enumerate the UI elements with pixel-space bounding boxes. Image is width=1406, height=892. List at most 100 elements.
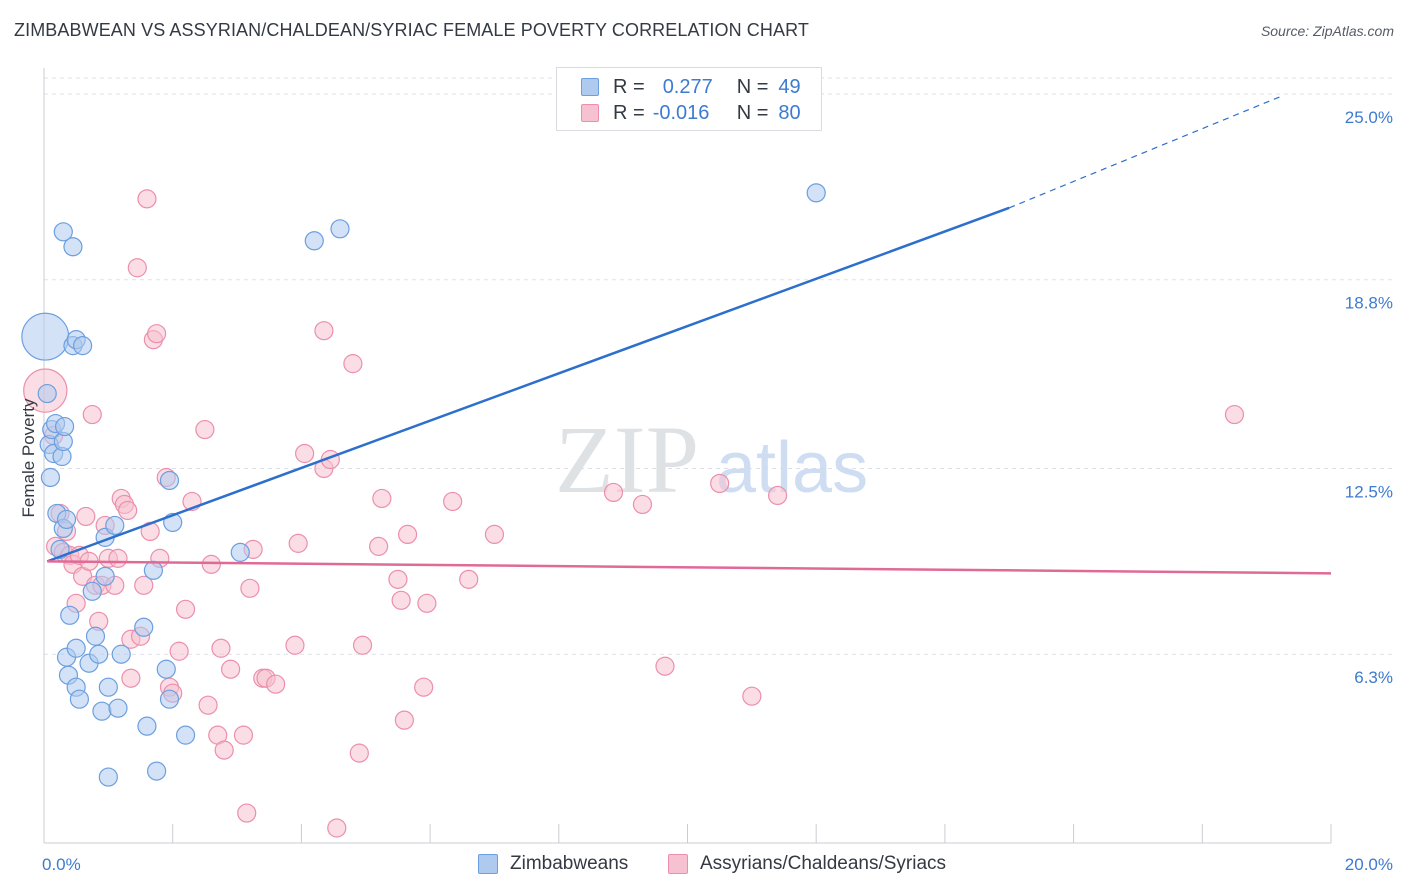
data-point — [98, 767, 118, 787]
data-point — [82, 404, 102, 425]
data-point — [92, 701, 112, 721]
data-point — [127, 258, 147, 278]
data-point — [98, 677, 118, 697]
legend-row-zimbabweans: R = 0.277 N = 49 — [581, 75, 801, 99]
data-point — [82, 581, 102, 601]
data-point — [40, 467, 61, 488]
data-point — [53, 222, 73, 242]
data-point — [63, 237, 83, 257]
data-point — [137, 716, 157, 736]
data-point — [175, 725, 196, 745]
data-point — [211, 638, 231, 658]
data-point — [195, 419, 215, 440]
data-point — [201, 554, 221, 574]
data-point — [288, 533, 308, 553]
bottom-legend-zimbabweans[interactable]: Zimbabweans — [478, 851, 628, 877]
x-tick-label: 20.0% — [1345, 855, 1393, 874]
y-tick-label: 12.5% — [1345, 482, 1393, 501]
bottom-swatch-blue — [478, 854, 498, 874]
data-point — [69, 689, 89, 709]
watermark: ZIP atlas — [555, 406, 868, 513]
source-credit: Source: ZipAtlas.com — [1260, 23, 1394, 39]
data-point — [175, 599, 196, 619]
data-point — [214, 740, 234, 760]
data-point — [388, 569, 408, 589]
bottom-swatch-pink — [668, 854, 688, 874]
data-point — [156, 659, 176, 679]
data-point — [147, 761, 167, 781]
legend-n-value: 80 — [778, 101, 801, 124]
data-point — [108, 548, 128, 568]
legend-r-label: R = — [613, 75, 645, 98]
data-point — [397, 524, 418, 545]
data-point — [37, 383, 57, 404]
trendline-zimbabweans-extension — [1009, 96, 1280, 209]
axis-labels: 6.3% 12.5% 18.8% 25.0% 0.0% 20.0% Female Pover… — [19, 108, 1393, 874]
chart-title: ZIMBABWEAN VS ASSYRIAN/CHALDEAN/SYRIAC F… — [14, 20, 809, 40]
data-point — [143, 560, 163, 580]
data-point — [330, 219, 350, 239]
data-point — [417, 593, 437, 613]
bottom-legend-label: Assyrians/Chaldeans/Syriacs — [700, 853, 947, 874]
data-point — [118, 500, 138, 521]
data-point — [105, 515, 125, 536]
data-point — [295, 443, 315, 464]
data-point — [56, 509, 77, 530]
data-point — [266, 674, 286, 694]
y-tick-label: 6.3% — [1354, 668, 1393, 687]
data-point — [240, 578, 260, 598]
data-point — [327, 818, 347, 838]
watermark-zip: ZIP — [555, 406, 699, 513]
data-point — [137, 189, 157, 209]
bottom-legend-label: Zimbabweans — [510, 853, 629, 874]
trendlines — [46, 96, 1332, 575]
trendline-assyrians — [47, 560, 1332, 575]
legend-swatch-blue — [581, 78, 599, 96]
data-point — [314, 321, 334, 341]
data-point — [54, 416, 75, 437]
data-point — [85, 626, 106, 646]
data-point — [108, 698, 128, 718]
y-tick-label: 18.8% — [1345, 294, 1393, 313]
data-point — [443, 491, 463, 512]
data-point — [95, 566, 115, 586]
data-point — [372, 488, 392, 509]
data-point — [414, 677, 434, 697]
data-point — [603, 482, 624, 503]
data-point — [304, 231, 324, 251]
blue-points — [21, 183, 826, 787]
data-point — [742, 686, 762, 706]
data-point — [159, 470, 180, 491]
axes — [43, 68, 1332, 844]
legend-n-label: N = — [736, 75, 769, 98]
data-point — [767, 485, 788, 506]
data-point — [60, 605, 80, 625]
legend-swatch-pink — [581, 104, 599, 122]
data-point — [21, 312, 70, 361]
legend-n-label: N = — [736, 101, 769, 124]
data-point — [66, 638, 86, 658]
data-point — [230, 542, 250, 562]
data-point — [159, 689, 180, 709]
data-point — [221, 659, 241, 679]
legend-n-value: 49 — [778, 75, 801, 98]
correlation-legend: R = 0.277 N = 49 R = -0.016 N = 80 — [556, 67, 822, 131]
data-point — [198, 695, 218, 715]
data-point — [806, 183, 826, 203]
legend-r-label: R = — [613, 101, 645, 124]
y-axis-label: Female Poverty — [19, 398, 38, 518]
data-point — [121, 668, 141, 688]
watermark-atlas: atlas — [716, 428, 868, 508]
trendline-zimbabweans — [46, 206, 1010, 563]
legend-r-value: 0.277 — [662, 75, 713, 98]
data-point — [710, 473, 730, 494]
data-point — [369, 536, 389, 556]
legend-r-value: -0.016 — [652, 101, 710, 124]
x-tick-label: 0.0% — [42, 855, 81, 874]
data-point — [237, 803, 257, 823]
data-point — [134, 575, 154, 595]
data-point — [632, 494, 653, 515]
bottom-legend-assyrians[interactable]: Assyrians/Chaldeans/Syriacs — [668, 851, 946, 877]
data-point — [655, 656, 675, 676]
data-point — [111, 644, 131, 664]
